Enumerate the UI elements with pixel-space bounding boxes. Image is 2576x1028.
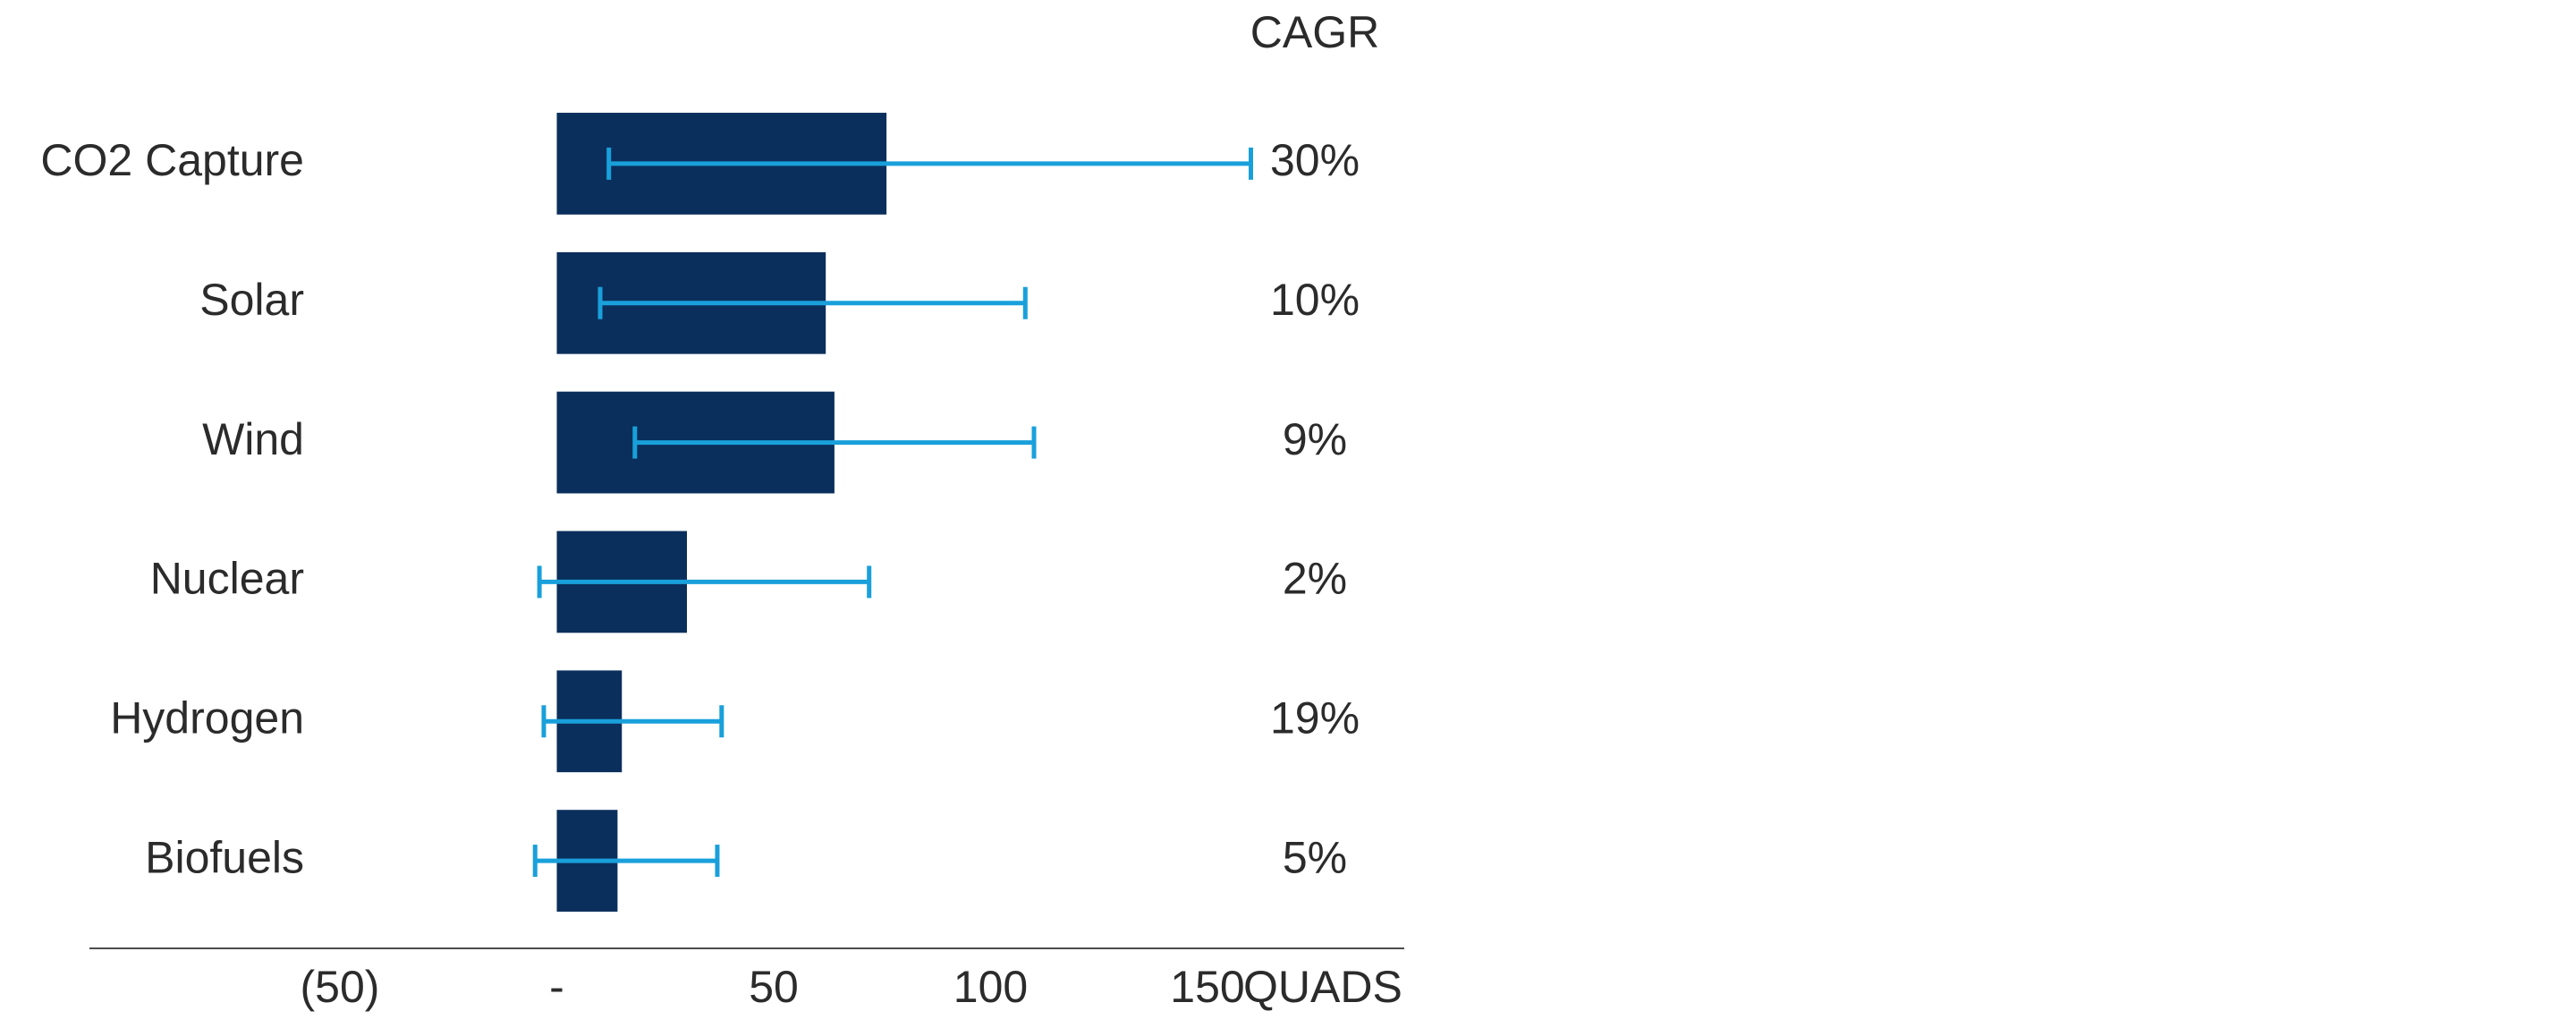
x-axis-title: QUADS	[1243, 962, 1402, 1012]
category-label: Hydrogen	[110, 692, 304, 743]
cagr-column-header: CAGR	[1250, 7, 1379, 57]
x-axis: (50) - 50 100 150	[89, 948, 1404, 1012]
x-tick-label: 50	[749, 962, 799, 1012]
cagr-value: 10%	[1270, 275, 1360, 325]
cagr-value: 2%	[1283, 554, 1347, 604]
x-tick-label: 150	[1170, 962, 1244, 1012]
cagr-value: 5%	[1283, 832, 1347, 882]
bars-layer	[557, 113, 887, 912]
cagr-value: 9%	[1283, 414, 1347, 464]
x-tick-label: -	[549, 962, 564, 1012]
category-label: CO2 Capture	[40, 135, 304, 185]
category-label: Biofuels	[145, 832, 304, 882]
category-label: Wind	[202, 414, 304, 464]
x-tick-label: 100	[953, 962, 1028, 1012]
x-tick-label: (50)	[301, 962, 380, 1012]
labels-layer: CO2 Capture 30% Solar 10% Wind 9% Nuclear 2% Hyd…	[40, 135, 1360, 882]
cagr-value: 19%	[1270, 692, 1360, 743]
energy-cagr-chart: (50) - 50 100 150 CO2 Capture 30% Solar 10% Wind…	[0, 0, 2576, 1028]
cagr-value: 30%	[1270, 135, 1360, 185]
category-label: Solar	[199, 275, 304, 325]
category-label: Nuclear	[150, 554, 304, 604]
